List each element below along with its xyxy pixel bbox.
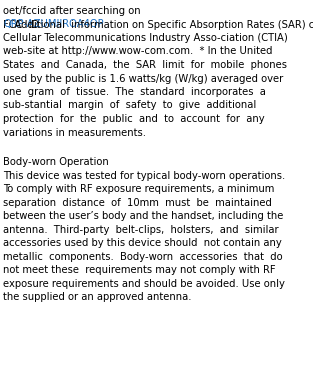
Text: FCC  ID:: FCC ID: <box>3 20 49 30</box>
Text: the supplied or an approved antenna.: the supplied or an approved antenna. <box>3 292 192 302</box>
Text: exposure requirements and should be avoided. Use only: exposure requirements and should be avoi… <box>3 279 285 289</box>
Text: To comply with RF exposure requirements, a minimum: To comply with RF exposure requirements,… <box>3 184 275 194</box>
Text: sub-stantial  margin  of  safety  to  give  additional: sub-stantial margin of safety to give ad… <box>3 100 256 111</box>
Text: metallic  components.  Body-worn  accessories  that  do: metallic components. Body-worn accessori… <box>3 252 283 262</box>
Text: between the user’s body and the handset, including the: between the user’s body and the handset,… <box>3 211 283 221</box>
Text: protection  for  the  public  and  to  account  for  any: protection for the public and to account… <box>3 114 264 124</box>
Text: not meet these  requirements may not comply with RF: not meet these requirements may not comp… <box>3 265 276 275</box>
Text: accessories used by this device should  not contain any: accessories used by this device should n… <box>3 238 282 248</box>
Text: This device was tested for typical body-worn operations.: This device was tested for typical body-… <box>3 171 285 181</box>
Text: one  gram  of  tissue.  The  standard  incorporates  a: one gram of tissue. The standard incorpo… <box>3 87 266 97</box>
Text: Additional  information on Specific Absorption Rates (SAR) can be found on the: Additional information on Specific Absor… <box>5 20 313 30</box>
Text: used by the public is 1.6 watts/kg (W/kg) averaged over: used by the public is 1.6 watts/kg (W/kg… <box>3 74 283 84</box>
Text: antenna.  Third-party  belt-clips,  holsters,  and  similar: antenna. Third-party belt-clips, holster… <box>3 225 279 235</box>
Text: web-site at http://www.wow-com.com.  * In the United: web-site at http://www.wow-com.com. * In… <box>3 46 273 57</box>
Text: oet/fccid after searching on: oet/fccid after searching on <box>3 6 141 16</box>
Text: QRP-AZUMIIROA4QP: QRP-AZUMIIROA4QP <box>4 20 105 30</box>
Text: separation  distance  of  10mm  must  be  maintained: separation distance of 10mm must be main… <box>3 198 272 208</box>
Text: variations in measurements.: variations in measurements. <box>3 128 146 138</box>
Text: States  and  Canada,  the  SAR  limit  for  mobile  phones: States and Canada, the SAR limit for mob… <box>3 60 287 70</box>
Text: Body-worn Operation: Body-worn Operation <box>3 157 109 167</box>
Text: Cellular Telecommunications Industry Asso-ciation (CTIA): Cellular Telecommunications Industry Ass… <box>3 33 288 43</box>
